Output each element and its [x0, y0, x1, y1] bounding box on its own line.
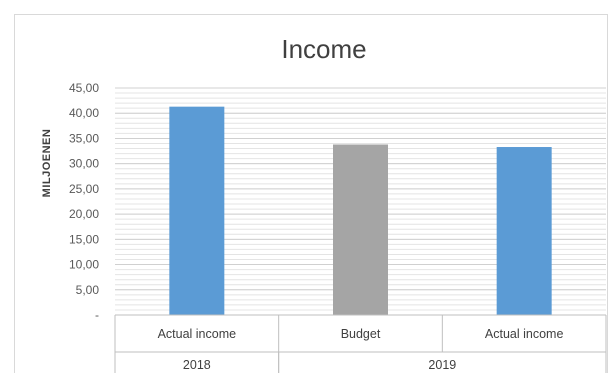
bar	[496, 147, 552, 315]
category-label: Budget	[341, 327, 381, 341]
y-axis-title: MILJOENEN	[41, 129, 53, 198]
y-tick-label: 30,00	[69, 157, 99, 171]
y-tick-label: 35,00	[69, 131, 99, 145]
y-tick-label: 5,00	[76, 283, 100, 297]
bars	[169, 106, 552, 315]
y-axis-ticks: - 5,00 10,00 15,00 20,00 25,00 30,00 35,00 40,00…	[69, 81, 99, 322]
y-tick-label: 10,00	[69, 258, 99, 272]
y-tick-label: 20,00	[69, 207, 99, 221]
group-label: 2019	[428, 358, 456, 372]
bar	[333, 144, 388, 315]
y-tick-label: 40,00	[69, 106, 99, 120]
category-label: Actual income	[485, 327, 564, 341]
y-tick-label: 25,00	[69, 182, 99, 196]
x-axis-categories: Actual income Budget Actual income 2018 2019	[114, 314, 607, 373]
y-tick-label: -	[95, 308, 99, 322]
y-tick-label: 45,00	[69, 81, 99, 95]
chart-frame	[14, 14, 608, 373]
bar	[169, 106, 225, 315]
group-label: 2018	[183, 358, 211, 372]
y-tick-label: 15,00	[69, 232, 99, 246]
category-label: Actual income	[158, 327, 237, 341]
chart-title: Income	[281, 34, 366, 64]
